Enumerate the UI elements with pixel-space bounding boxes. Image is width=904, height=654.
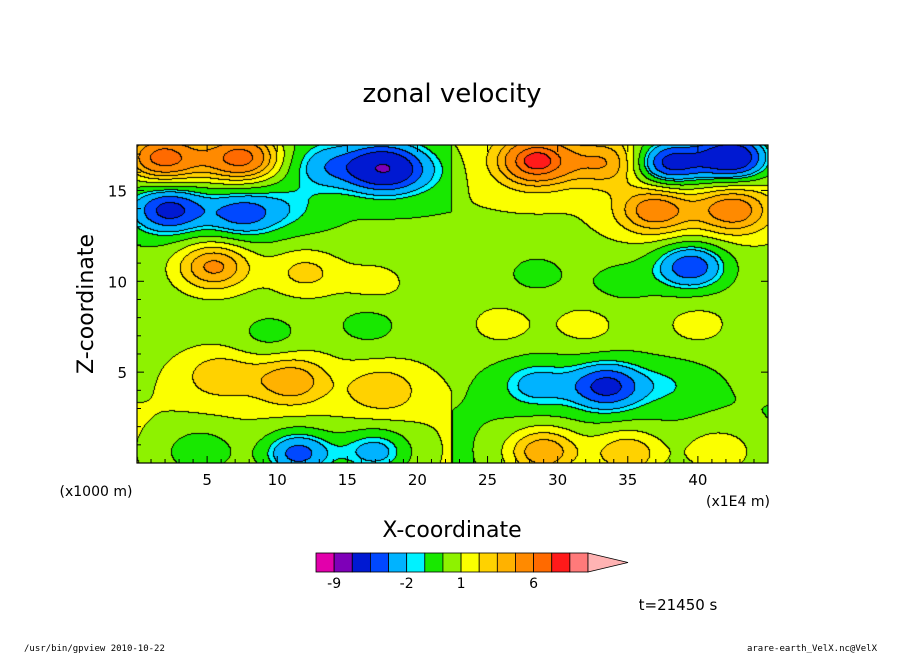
plot-area	[136, 144, 769, 464]
y-tick-label: 15	[108, 182, 127, 200]
y-tick-label: 10	[108, 273, 127, 291]
y-axis-label: Z-coordinate	[74, 234, 99, 374]
colorbar-segment	[369, 552, 389, 573]
y-unit-note: (x1000 m)	[60, 484, 133, 500]
colorbar-label: 1	[457, 576, 466, 592]
y-tick-label: 5	[117, 364, 127, 382]
colorbar-segment	[442, 552, 462, 573]
colorbar-segment	[388, 552, 408, 573]
y-axis-ticks: 5 10 15	[108, 153, 768, 446]
colorbar-label: -2	[400, 576, 414, 592]
x-tick-label: 5	[202, 471, 212, 489]
colorbar-segment	[569, 552, 589, 573]
colorbar-labels: -9 -2 1 6	[327, 576, 538, 592]
colorbar-label: 6	[529, 576, 538, 592]
velocity-field	[137, 145, 768, 463]
footer-left: /usr/bin/gpview 2010-10-22	[24, 644, 165, 654]
colorbar-segment	[315, 552, 335, 573]
colorbar-segment	[496, 552, 516, 573]
colorbar-segment	[460, 552, 480, 573]
colorbar-segment	[478, 552, 498, 573]
x-tick-label: 15	[338, 471, 357, 489]
colorbar-segment	[533, 552, 553, 573]
colorbar-arrow	[587, 552, 629, 573]
x-unit-note: (x1E4 m)	[706, 494, 770, 510]
colorbar-segment	[515, 552, 535, 573]
chart-title: zonal velocity	[362, 79, 541, 109]
colorbar-segment	[333, 552, 353, 573]
x-tick-label: 10	[268, 471, 287, 489]
x-axis-label: X-coordinate	[382, 518, 521, 543]
colorbar-label: -9	[327, 576, 341, 592]
x-tick-label: 30	[548, 471, 567, 489]
colorbar-segment	[351, 552, 371, 573]
x-tick-label: 35	[618, 471, 637, 489]
colorbar	[315, 552, 629, 573]
footer-right: arare-earth_VelX.nc@VelX	[747, 644, 878, 654]
x-tick-label: 25	[478, 471, 497, 489]
colorbar-segment	[551, 552, 571, 573]
colorbar-segment	[406, 552, 426, 573]
colorbar-segment	[424, 552, 444, 573]
plot-frame	[136, 144, 769, 464]
x-tick-label: 40	[688, 471, 707, 489]
time-annotation: t=21450 s	[639, 596, 718, 614]
x-axis-ticks: 5 10 15 20 25 30 35 40	[150, 145, 755, 489]
x-tick-label: 20	[408, 471, 427, 489]
